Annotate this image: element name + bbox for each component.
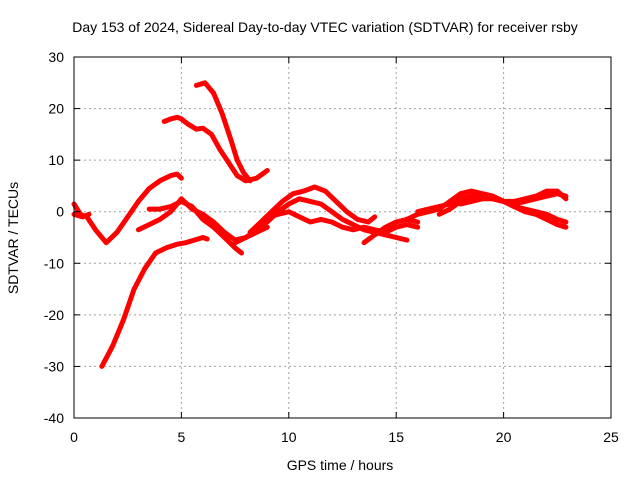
x-tick-label: 10 <box>281 429 297 445</box>
y-tick-label: -40 <box>44 410 64 426</box>
y-tick-label: -10 <box>44 255 64 271</box>
y-tick-label: -20 <box>44 307 64 323</box>
series-track-n <box>458 188 569 207</box>
series-track-o <box>71 211 92 220</box>
y-tick-label: 0 <box>56 204 64 220</box>
x-tick-label: 0 <box>70 429 78 445</box>
series-track-i <box>264 209 421 235</box>
grid-layer <box>74 57 611 418</box>
y-tick-label: 20 <box>48 101 64 117</box>
plot-frame <box>73 56 612 419</box>
x-axis-label: GPS time / hours <box>287 457 394 473</box>
x-tick-label: 25 <box>603 429 619 445</box>
x-tick-label: 15 <box>388 429 404 445</box>
series-track-g <box>247 184 378 235</box>
y-tick-label: 30 <box>48 49 64 65</box>
x-tick-label: 5 <box>178 429 186 445</box>
x-tick-label: 20 <box>496 429 512 445</box>
chart-title: Day 153 of 2024, Sidereal Day-to-day VTE… <box>72 19 578 35</box>
series-layer <box>71 80 569 369</box>
series-track-d <box>193 80 253 184</box>
y-tick-label: -30 <box>44 358 64 374</box>
y-tick-label: 10 <box>48 152 64 168</box>
y-axis-label: SDTVAR / TECUs <box>5 182 21 294</box>
series-track-b <box>99 235 210 369</box>
tick-layer: 0 5 10 15 20 25 -40 -30 -20 -10 0 10 20 30 <box>44 49 619 445</box>
series-track-c <box>161 114 270 184</box>
